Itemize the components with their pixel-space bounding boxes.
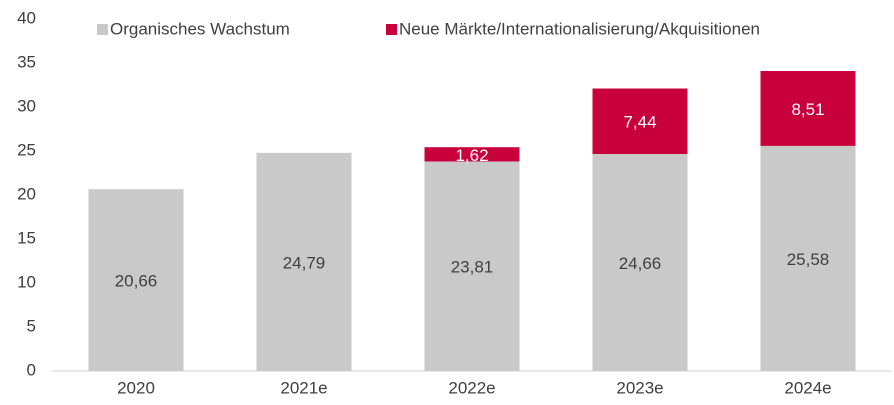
- y-tick-label: 20: [17, 184, 36, 203]
- bar-segment: [592, 88, 688, 154]
- bar-segment: [424, 161, 520, 371]
- bar-segment: [424, 147, 520, 162]
- data-label: 23,81: [451, 258, 494, 277]
- data-label: 1,62: [455, 146, 488, 165]
- legend-label: Neue Märkte/Internationalisierung/Akquis…: [399, 19, 760, 38]
- bar-segment: [592, 153, 688, 371]
- data-label: 8,51: [791, 100, 824, 119]
- data-label: 24,66: [619, 254, 662, 273]
- bar-segment: [256, 152, 352, 371]
- legend-swatch: [386, 24, 397, 35]
- x-tick-label: 2022e: [448, 378, 495, 397]
- bar-segment: [760, 71, 856, 146]
- y-tick-label: 25: [17, 140, 36, 159]
- data-label: 7,44: [623, 113, 656, 132]
- x-tick-label: 2023e: [616, 378, 663, 397]
- x-tick-label: 2021e: [280, 378, 327, 397]
- data-label: 24,79: [283, 253, 326, 272]
- y-tick-label: 30: [17, 96, 36, 115]
- legend-label: Organisches Wachstum: [110, 19, 290, 38]
- x-tick-label: 2024e: [784, 378, 831, 397]
- y-tick-label: 35: [17, 52, 36, 71]
- bar-segment: [760, 145, 856, 371]
- legend-swatch: [97, 24, 108, 35]
- y-tick-label: 10: [17, 272, 36, 291]
- y-tick-label: 40: [17, 8, 36, 27]
- data-label: 25,58: [787, 250, 830, 269]
- y-tick-label: 0: [27, 360, 36, 379]
- data-label: 20,66: [115, 272, 158, 291]
- x-tick-label: 2020: [117, 378, 155, 397]
- bar-segment: [88, 189, 184, 371]
- y-tick-label: 15: [17, 228, 36, 247]
- y-tick-label: 5: [27, 316, 36, 335]
